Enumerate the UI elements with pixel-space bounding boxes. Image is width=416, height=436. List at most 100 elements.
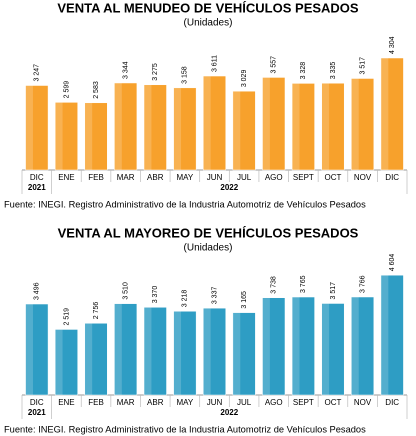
value-label: 2 583 bbox=[93, 81, 100, 99]
x-tick-label: ABR bbox=[147, 173, 164, 182]
bar-shine bbox=[114, 82, 122, 170]
x-tick-label: JUN bbox=[207, 398, 223, 407]
bar-shine bbox=[351, 78, 359, 170]
bar-shine bbox=[262, 297, 270, 395]
bar bbox=[114, 82, 138, 171]
year-label: 2021 bbox=[28, 408, 46, 417]
bar bbox=[232, 90, 256, 171]
chart-subtitle: (Unidades) bbox=[184, 243, 233, 254]
bar-shine bbox=[84, 323, 93, 395]
bar bbox=[202, 307, 227, 396]
source-note: Fuente: INEGI. Registro Administrativo d… bbox=[4, 424, 366, 434]
bar-shine bbox=[25, 85, 33, 170]
bar bbox=[25, 85, 49, 171]
value-label: 2 519 bbox=[63, 308, 70, 326]
chart-title: VENTA AL MAYOREO DE VEHÍCULOS PESADOS bbox=[58, 225, 359, 240]
x-tick-label: ENE bbox=[58, 398, 74, 407]
bar-shine bbox=[351, 297, 359, 395]
bar bbox=[262, 297, 286, 396]
x-tick-label: DIC bbox=[30, 173, 44, 182]
value-label: 3 517 bbox=[359, 57, 366, 75]
value-label: 3 517 bbox=[330, 282, 337, 300]
bar-shine bbox=[380, 58, 389, 170]
bar bbox=[143, 307, 167, 396]
value-label: 3 247 bbox=[34, 64, 41, 82]
bar bbox=[202, 75, 227, 171]
chart-title: VENTA AL MENUDEO DE VEHÍCULOS PESADOS bbox=[57, 0, 359, 15]
chart-subtitle: (Unidades) bbox=[184, 18, 233, 29]
bar-shine bbox=[84, 102, 93, 170]
value-label: 3 275 bbox=[152, 63, 159, 81]
value-label: 3 328 bbox=[300, 62, 307, 80]
bar bbox=[84, 323, 108, 396]
bar-shine bbox=[203, 76, 211, 170]
value-label: 3 337 bbox=[211, 287, 218, 305]
bar-shine bbox=[321, 303, 330, 395]
bar-shine bbox=[144, 307, 152, 395]
bar bbox=[232, 312, 256, 396]
value-label: 3 370 bbox=[152, 286, 159, 304]
x-tick-label: OCT bbox=[325, 173, 342, 182]
value-label: 3 765 bbox=[300, 275, 307, 293]
bar-shine bbox=[292, 297, 300, 395]
x-tick-label: MAR bbox=[117, 173, 135, 182]
bar-shine bbox=[292, 83, 300, 170]
value-label: 3 738 bbox=[271, 276, 278, 294]
value-label: 3 611 bbox=[211, 55, 218, 72]
x-tick-label: MAY bbox=[177, 173, 194, 182]
bar bbox=[321, 82, 345, 171]
value-label: 3 218 bbox=[182, 290, 189, 308]
bar-shine bbox=[144, 84, 152, 170]
x-tick-label: AGO bbox=[265, 173, 283, 182]
bar bbox=[351, 296, 375, 396]
x-tick-label: JUL bbox=[237, 398, 252, 407]
value-label: 3 344 bbox=[122, 61, 129, 79]
bar-shine bbox=[203, 308, 211, 395]
x-tick-label: AGO bbox=[265, 398, 283, 407]
bar-shine bbox=[55, 102, 63, 170]
bar-shine bbox=[173, 311, 182, 395]
x-tick-label: DIC bbox=[385, 398, 399, 407]
value-label: 3 496 bbox=[34, 282, 41, 300]
bar bbox=[173, 87, 197, 171]
bar bbox=[380, 274, 404, 396]
value-label: 3 510 bbox=[122, 282, 129, 300]
x-tick-label: JUL bbox=[237, 173, 252, 182]
value-label: 3 029 bbox=[241, 70, 248, 88]
value-label: 2 599 bbox=[63, 81, 70, 99]
x-tick-label: SEPT bbox=[293, 398, 314, 407]
bar bbox=[291, 83, 315, 171]
value-label: 3 165 bbox=[241, 291, 248, 309]
bar bbox=[262, 77, 286, 171]
bar-shine bbox=[173, 87, 182, 170]
year-label: 2021 bbox=[28, 183, 46, 192]
x-tick-label: NOV bbox=[354, 398, 372, 407]
bar-shine bbox=[232, 91, 241, 170]
x-tick-label: FEB bbox=[88, 398, 104, 407]
bar-shine bbox=[55, 329, 63, 395]
source-note: Fuente: INEGI. Registro Administrativo d… bbox=[4, 199, 366, 209]
bar-shine bbox=[321, 83, 330, 170]
bar bbox=[114, 303, 138, 396]
x-tick-label: ABR bbox=[147, 398, 164, 407]
x-tick-label: FEB bbox=[88, 173, 104, 182]
value-label: 3 766 bbox=[359, 275, 366, 293]
value-label: 3 158 bbox=[182, 66, 189, 84]
x-tick-label: MAY bbox=[177, 398, 194, 407]
bar bbox=[291, 296, 315, 396]
x-tick-label: OCT bbox=[325, 398, 342, 407]
year-label: 2022 bbox=[220, 183, 238, 192]
bar bbox=[380, 57, 404, 171]
year-label: 2022 bbox=[220, 408, 238, 417]
bar-shine bbox=[114, 303, 122, 395]
bar-shine bbox=[232, 312, 241, 395]
bar bbox=[25, 303, 49, 396]
x-tick-label: JUN bbox=[207, 173, 223, 182]
bar-shine bbox=[25, 304, 33, 395]
x-tick-label: NOV bbox=[354, 173, 372, 182]
value-label: 4 304 bbox=[389, 36, 396, 54]
bar bbox=[143, 84, 167, 171]
x-tick-label: DIC bbox=[385, 173, 399, 182]
value-label: 4 604 bbox=[389, 254, 396, 272]
x-tick-label: MAR bbox=[117, 398, 135, 407]
